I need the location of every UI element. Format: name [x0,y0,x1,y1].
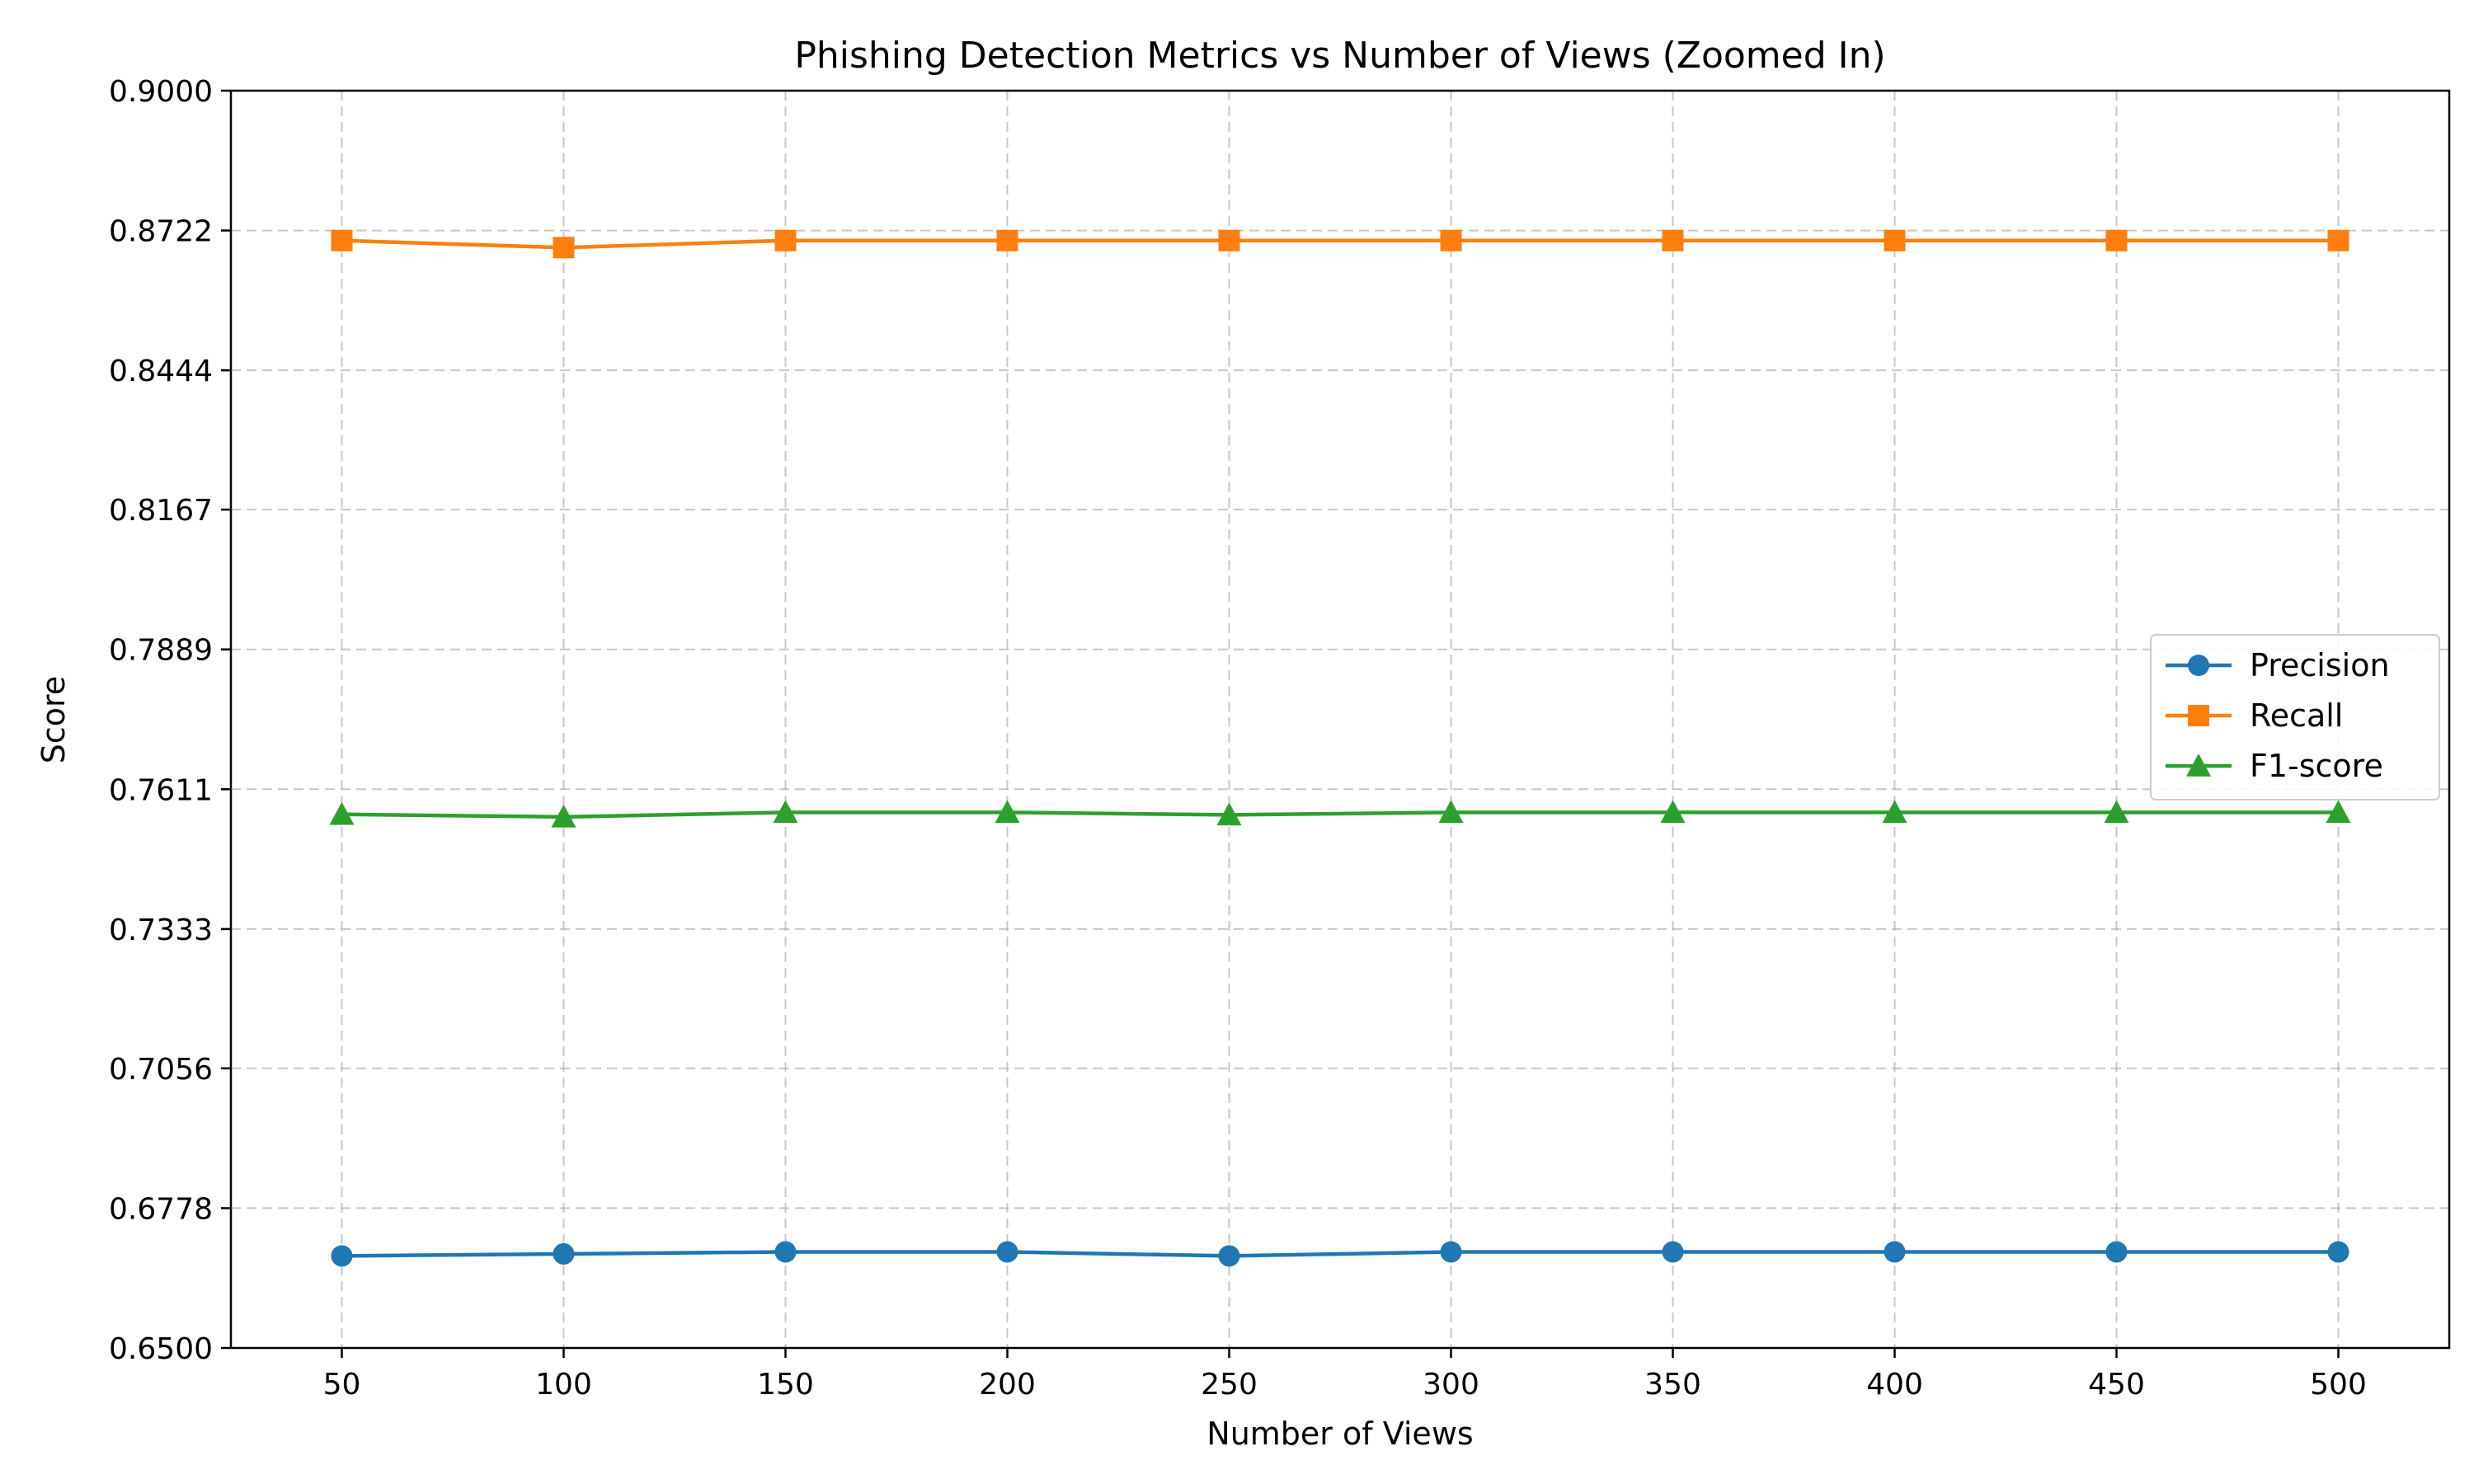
data-point-precision [2327,1241,2349,1263]
data-point-f1-score [773,800,798,824]
data-point-precision [1218,1245,1240,1267]
legend-label-f1-score: F1-score [2250,748,2383,784]
data-point-precision [996,1241,1018,1263]
series-line-f1-score [341,810,2339,819]
data-point-recall [1218,229,1240,251]
x-tick-label: 150 [757,1368,814,1402]
y-tick-label: 0.9000 [109,75,213,109]
data-point-f1-score [1660,800,1686,824]
y-tick-label: 0.7611 [109,773,213,807]
data-point-recall [996,229,1018,251]
legend: Precision Recall F1-score [2150,634,2440,801]
data-point-f1-score [2104,800,2129,824]
data-point-f1-score [1438,800,1464,824]
data-point-f1-score [551,804,576,828]
data-point-precision [331,1245,353,1267]
data-point-f1-score [995,800,1020,824]
x-tick-label: 400 [1866,1368,1923,1402]
x-axis-label: Number of Views [1206,1416,1473,1452]
y-tick-label: 0.8167 [109,494,213,528]
data-point-precision [774,1241,797,1263]
data-point-precision [1440,1241,1462,1263]
series-f1-score [329,800,2351,828]
data-point-f1-score [1882,800,1907,824]
x-tick-label: 250 [1201,1368,1258,1402]
data-point-precision [1662,1241,1684,1263]
legend-box [2150,634,2440,801]
data-point-precision [553,1242,575,1265]
data-point-recall [2105,229,2128,251]
plot-frame [229,89,2451,1350]
data-point-recall [1662,229,1684,251]
data-point-f1-score [2326,800,2351,824]
tick-layer: 50 100 150 200 250 300 350 400 450 500 0.6500 0.677… [109,75,2367,1402]
series-precision [331,1241,2349,1267]
legend-marker-precision [2188,655,2209,676]
data-point-recall [1884,229,1906,251]
data-point-precision [1884,1241,1906,1263]
data-point-recall [1440,229,1462,251]
x-tick-label: 100 [535,1368,592,1402]
y-tick-label: 0.6500 [109,1332,213,1366]
data-point-recall [2327,229,2349,251]
legend-marker-recall [2188,705,2209,726]
x-tick-label: 350 [1644,1368,1701,1402]
data-point-f1-score [329,801,355,825]
chart-title: Phishing Detection Metrics vs Number of … [794,35,1885,77]
x-tick-label: 450 [2088,1368,2145,1402]
data-point-recall [553,237,575,259]
x-tick-label: 50 [323,1368,361,1402]
x-tick-label: 200 [979,1368,1036,1402]
y-tick-label: 0.7889 [109,634,213,668]
y-tick-label: 0.8444 [109,355,213,388]
data-point-recall [331,229,353,251]
legend-label-recall: Recall [2250,697,2343,734]
series-recall [331,229,2349,259]
y-axis-label: Score [35,676,72,763]
x-tick-label: 500 [2310,1368,2367,1402]
data-point-f1-score [1216,802,1242,826]
series-line-precision [341,1250,2339,1258]
y-tick-label: 0.7056 [109,1053,213,1087]
legend-marker-f1-score [2186,754,2211,777]
y-tick-label: 0.6778 [109,1192,213,1226]
y-tick-label: 0.8722 [109,215,213,249]
legend-label-precision: Precision [2250,647,2390,683]
x-tick-label: 300 [1423,1368,1479,1402]
data-point-recall [774,229,797,251]
series-line-recall [341,238,2339,250]
series-layer [329,229,2351,1267]
data-point-precision [2105,1241,2128,1263]
y-tick-label: 0.7333 [109,913,213,947]
